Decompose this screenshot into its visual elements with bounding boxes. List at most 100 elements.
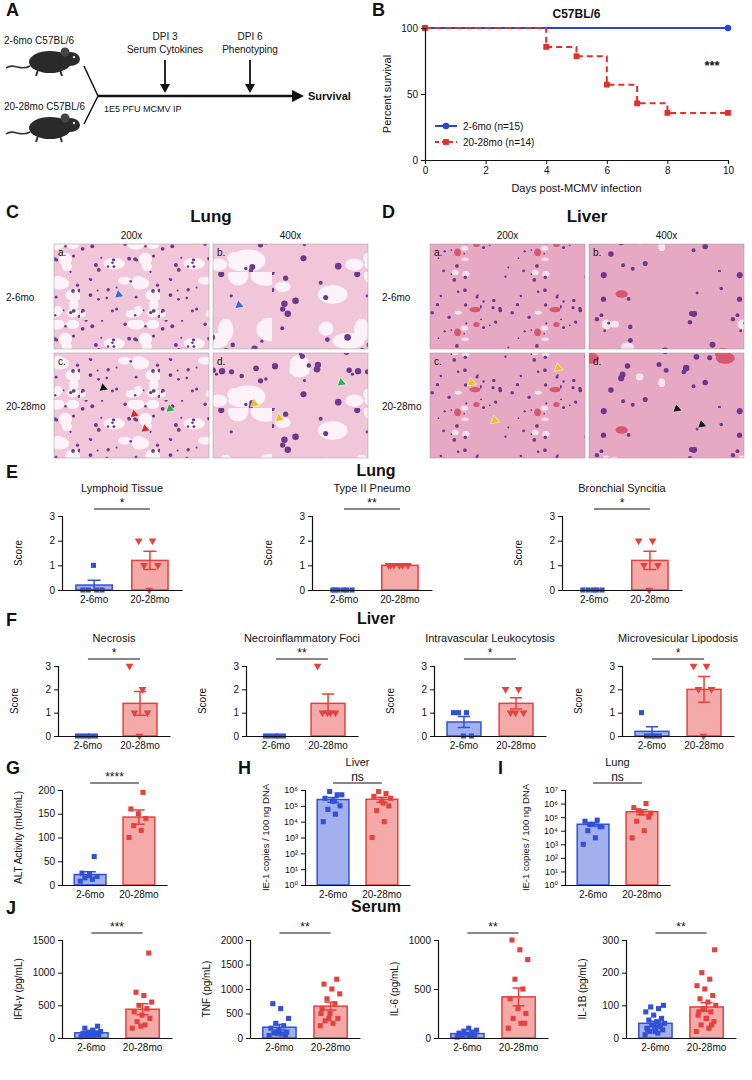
- data-point: [144, 1006, 149, 1011]
- tick-mark: [301, 885, 305, 886]
- timepoint-detail: Phenotyping: [222, 44, 278, 55]
- panel-letter: B: [372, 0, 385, 20]
- tick-label: 10⁴: [544, 826, 558, 836]
- arrowhead: [166, 404, 177, 415]
- chart-title: Intravascular Leukocytosis: [425, 632, 555, 644]
- tick: 2: [233, 684, 246, 695]
- tick-label: 10²: [285, 849, 298, 859]
- tick-mark: [618, 666, 622, 667]
- tick-mark: [430, 736, 434, 737]
- tick: 0: [421, 731, 434, 742]
- arrowhead: [130, 409, 141, 420]
- axis-line: [627, 1038, 737, 1039]
- tick-label: 8: [665, 165, 671, 176]
- micrograph: [54, 244, 209, 349]
- tick-label: 2000: [221, 935, 244, 946]
- tick: 2-6mo: [319, 889, 348, 900]
- tick: 1: [49, 560, 62, 571]
- data-point: [506, 1026, 511, 1031]
- data-point: [329, 986, 334, 991]
- plot-area: [263, 664, 345, 739]
- tick-label: 200: [38, 785, 55, 796]
- tick-mark: [558, 541, 562, 542]
- data-point: [92, 854, 97, 859]
- x-axis-title: Days post-MCMV infection: [511, 182, 641, 194]
- tick: 8: [665, 160, 671, 176]
- tick-label: 3: [233, 661, 239, 672]
- tick-mark: [558, 590, 562, 591]
- tick-mark: [301, 790, 305, 791]
- y-axis-title: Score: [385, 688, 396, 715]
- tick: 200: [602, 967, 626, 978]
- tick-label: 2: [421, 684, 427, 695]
- data-point: [135, 538, 143, 545]
- tick-mark: [54, 666, 58, 667]
- tick: 2-6mo: [262, 740, 291, 751]
- tick-label: 2-6mo: [80, 594, 109, 605]
- mouse-eye: [73, 122, 75, 124]
- error-bar: [85, 1032, 97, 1034]
- axis-line: [306, 885, 411, 886]
- significance: *: [120, 496, 125, 510]
- tick-label: 10⁶: [544, 799, 558, 809]
- data-point: [335, 1016, 340, 1021]
- tick-mark: [58, 565, 62, 566]
- arrowhead: [337, 378, 348, 389]
- micrograph: [589, 244, 744, 349]
- tick-label: 10⁵: [284, 801, 298, 811]
- tick-label: 0: [49, 585, 55, 596]
- tick-label: 2-6mo: [450, 740, 479, 751]
- axis-line: [247, 736, 359, 737]
- error-bar: [325, 1002, 337, 1010]
- bar: [317, 800, 349, 885]
- data-point: [387, 563, 395, 570]
- tick-label: 10¹: [545, 867, 558, 877]
- tick-mark: [425, 160, 426, 164]
- data-point: [456, 710, 461, 715]
- tick-mark: [58, 516, 62, 517]
- group-label: 20-28mo C57BL/6: [4, 101, 86, 112]
- x-axis: 2-6mo20-28mo: [63, 1039, 173, 1054]
- tick: 2-6mo: [453, 1042, 482, 1053]
- tick-label: 10⁵: [544, 813, 558, 823]
- chart: 01232-6mo20-28moScoreIntravascular Leuko…: [385, 632, 555, 751]
- data-point: [643, 801, 648, 806]
- tick-mark: [430, 713, 434, 714]
- tick: 10¹: [285, 865, 305, 875]
- y-axis-title: Score: [263, 540, 274, 567]
- plot-area: [76, 538, 168, 594]
- data-point: [648, 1004, 653, 1009]
- tick-label: 1500: [33, 935, 56, 946]
- axis-line: [54, 667, 59, 737]
- data-point: [321, 982, 326, 987]
- tick-label: 2: [49, 535, 55, 546]
- data-point: [630, 835, 635, 840]
- tile-label: c.: [58, 356, 66, 367]
- tick: 10³: [285, 833, 305, 843]
- axis-line: [434, 941, 439, 1039]
- tick: 1500: [33, 935, 62, 946]
- significance: ***: [704, 58, 720, 73]
- axis-line: [430, 667, 435, 737]
- chart-title: Necroinflammatory Foci: [244, 632, 360, 644]
- tick: 150: [38, 808, 62, 819]
- data-point: [695, 687, 703, 694]
- data-point: [585, 828, 590, 833]
- data-point: [332, 710, 340, 717]
- data-point: [127, 835, 132, 840]
- tick-label: 0: [49, 1033, 55, 1044]
- micrograph: [213, 244, 368, 349]
- tick-label: 20-28mo: [119, 889, 159, 900]
- tick-label: 10³: [545, 840, 558, 850]
- tick: 10: [723, 160, 735, 176]
- data-point: [703, 1016, 708, 1021]
- tick-label: 1: [609, 707, 615, 718]
- data-point: [574, 53, 580, 59]
- plot-area: [75, 664, 157, 741]
- tick: 20-28mo: [311, 1042, 351, 1053]
- tick-label: 0: [423, 165, 429, 176]
- tick: 0: [49, 880, 62, 891]
- data-point: [649, 538, 657, 545]
- tick: 3: [233, 661, 246, 672]
- tick-mark: [58, 590, 62, 591]
